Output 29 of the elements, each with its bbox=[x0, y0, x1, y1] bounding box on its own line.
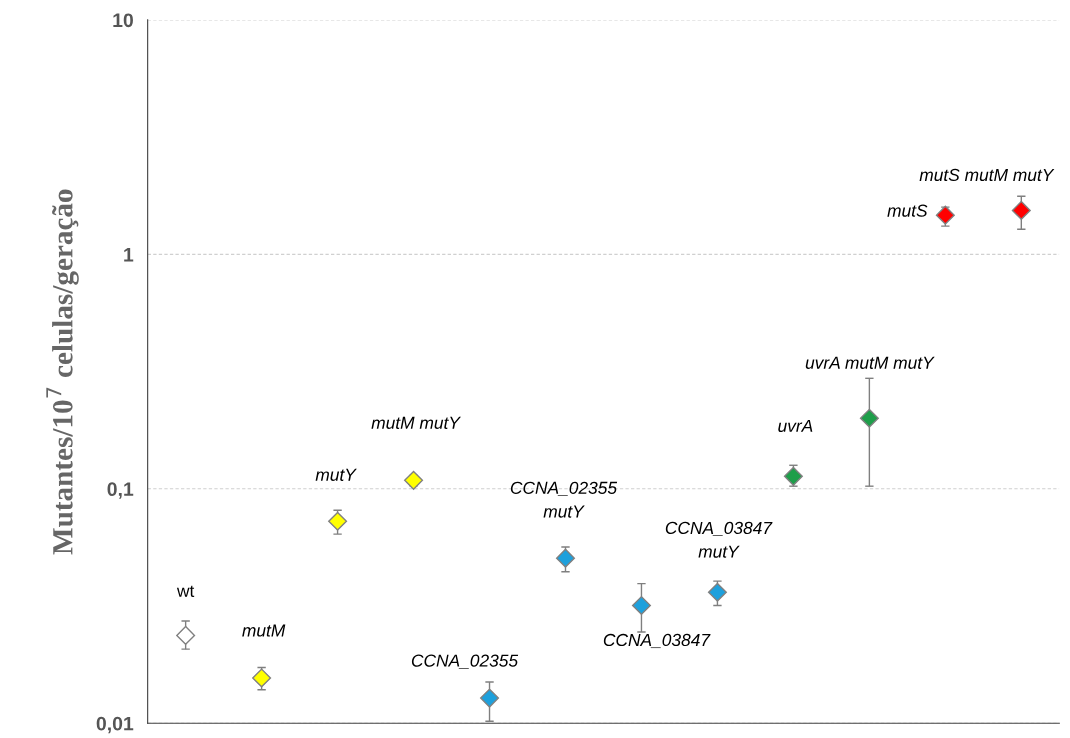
text: mutM bbox=[242, 624, 286, 637]
point bbox=[631, 595, 651, 615]
series-label: wt bbox=[176, 585, 195, 598]
y-tick-label: 10 bbox=[113, 13, 133, 28]
text: mutY bbox=[315, 468, 357, 481]
point bbox=[935, 205, 955, 225]
text: mutM mutY bbox=[371, 416, 461, 429]
series-label: CCNA_03847 bbox=[603, 633, 711, 649]
point bbox=[555, 548, 576, 568]
y-tick-label: 0,1 bbox=[107, 482, 134, 499]
point bbox=[328, 511, 348, 531]
text: CCNA_02355 mutY bbox=[510, 481, 618, 518]
text: CCNA_02355 bbox=[411, 654, 519, 669]
point bbox=[1011, 200, 1031, 220]
y-axis-title: Mutantes/10$^{7}$ celulas/geração bbox=[46, 189, 79, 555]
point bbox=[404, 470, 424, 490]
point bbox=[859, 408, 879, 428]
point bbox=[707, 582, 727, 602]
text: uvrA bbox=[778, 419, 813, 433]
text: uvrA mutM mutY bbox=[805, 356, 935, 369]
point bbox=[479, 688, 500, 708]
point bbox=[252, 668, 272, 688]
y-tick-label: 1 bbox=[124, 248, 134, 262]
text: mutS mutM mutY bbox=[919, 168, 1055, 182]
text: CCNA_03847 mutY bbox=[665, 521, 773, 558]
point bbox=[783, 466, 803, 486]
point bbox=[176, 625, 196, 645]
series-label: mutS bbox=[887, 204, 928, 217]
y-tick-label: 0,01 bbox=[96, 716, 134, 734]
